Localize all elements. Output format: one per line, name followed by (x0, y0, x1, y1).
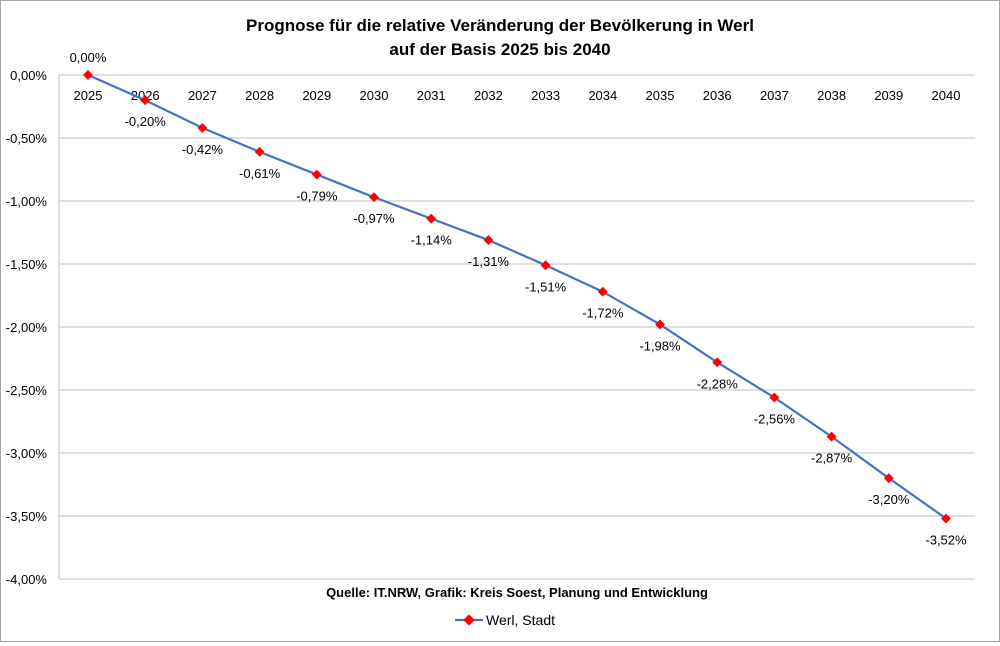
y-tick-label: -2,50% (6, 383, 48, 398)
x-tick-label: 2030 (360, 88, 389, 103)
data-label: -0,79% (296, 189, 338, 204)
x-tick-label: 2033 (531, 88, 560, 103)
data-point-marker (197, 122, 208, 133)
data-label: 0,00% (70, 50, 107, 65)
x-tick-label: 2038 (817, 88, 846, 103)
data-point-marker (426, 213, 437, 224)
x-tick-label: 2029 (302, 88, 331, 103)
legend-label: Werl, Stadt (486, 612, 555, 628)
data-label: -1,98% (639, 338, 681, 353)
data-label: -2,28% (697, 376, 739, 391)
data-label: -0,20% (125, 114, 167, 129)
data-point-marker (597, 286, 608, 297)
legend-marker (463, 614, 475, 626)
x-tick-label: 2031 (417, 88, 446, 103)
data-label: -3,52% (925, 533, 967, 548)
data-label: -1,31% (468, 254, 510, 269)
x-tick-label: 2028 (245, 88, 274, 103)
data-point-marker (140, 95, 151, 106)
source-note: Quelle: IT.NRW, Grafik: Kreis Soest, Pla… (326, 585, 708, 600)
data-label: -1,72% (582, 306, 624, 321)
x-tick-label: 2027 (188, 88, 217, 103)
y-tick-label: -4,00% (6, 572, 48, 587)
x-tick-label: 2025 (74, 88, 103, 103)
y-tick-label: -0,50% (6, 131, 48, 146)
data-point-marker (83, 70, 93, 80)
data-point-marker (826, 431, 837, 442)
data-label: -0,42% (182, 142, 224, 157)
data-label: -1,51% (525, 279, 567, 294)
data-label: -3,20% (868, 492, 910, 507)
series-line-werl (87, 73, 947, 520)
y-tick-label: -1,50% (6, 257, 48, 272)
data-label: -0,97% (353, 211, 395, 226)
x-tick-label: 2040 (932, 88, 961, 103)
chart-title-line1: Prognose für die relative Veränderung de… (246, 16, 754, 35)
y-tick-label: -2,00% (6, 320, 48, 335)
x-tick-label: 2035 (646, 88, 675, 103)
data-point-marker (483, 235, 494, 246)
data-label: -2,56% (754, 412, 796, 427)
x-tick-label: 2034 (588, 88, 617, 103)
data-label: -0,61% (239, 166, 281, 181)
data-point-marker (712, 357, 723, 368)
y-tick-label: -3,50% (6, 509, 48, 524)
data-label: -2,87% (811, 451, 853, 466)
chart-title-line2: auf der Basis 2025 bis 2040 (389, 40, 610, 59)
x-tick-label: 2039 (874, 88, 903, 103)
data-point-marker (769, 392, 780, 403)
x-tick-label: 2037 (760, 88, 789, 103)
y-tick-label: -3,00% (6, 446, 48, 461)
legend: Werl, Stadt (455, 612, 555, 628)
data-point-marker (883, 473, 894, 484)
data-point-marker (369, 192, 379, 203)
x-tick-label: 2036 (703, 88, 732, 103)
y-tick-label: 0,00% (10, 68, 47, 83)
data-point-marker (254, 146, 265, 157)
data-point-marker (941, 513, 951, 524)
data-point-marker (540, 260, 551, 271)
x-tick-label: 2032 (474, 88, 503, 103)
y-tick-label: -1,00% (6, 194, 48, 209)
data-point-marker (655, 319, 665, 330)
data-point-marker (311, 169, 322, 180)
data-label: -1,14% (411, 233, 453, 248)
